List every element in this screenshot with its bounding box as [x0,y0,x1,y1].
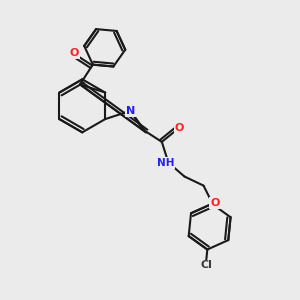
Text: O: O [69,48,79,58]
Text: N: N [126,106,135,116]
Text: O: O [175,123,184,134]
Text: Cl: Cl [200,260,212,270]
Text: O: O [210,198,220,208]
Text: NH: NH [157,158,174,168]
